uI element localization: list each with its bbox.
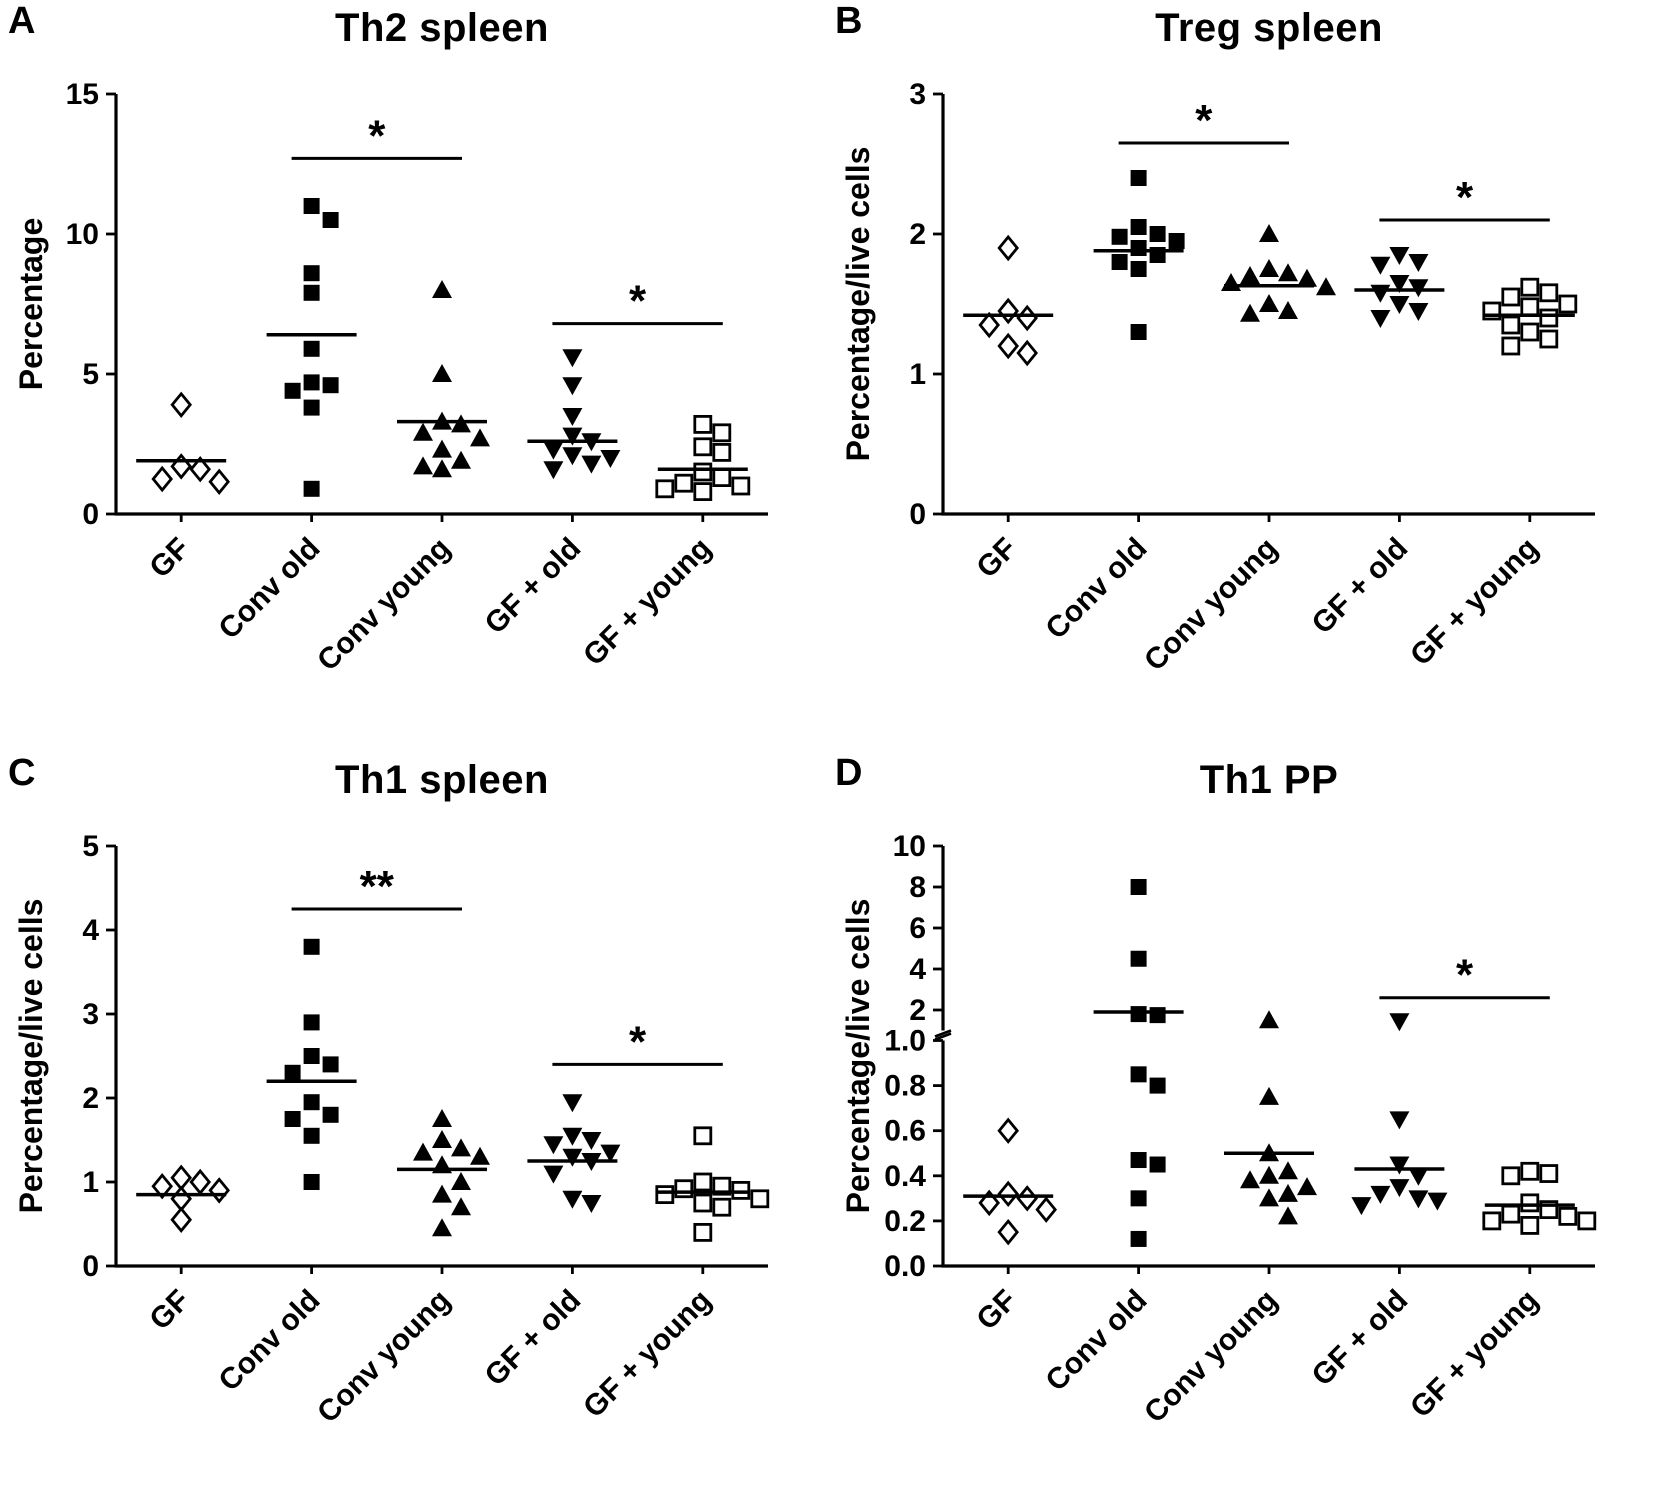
svg-text:*: *: [1195, 96, 1213, 145]
svg-text:**: **: [360, 862, 395, 911]
svg-text:4: 4: [909, 953, 926, 986]
svg-text:Conv young: Conv young: [1138, 532, 1284, 678]
svg-text:Conv young: Conv young: [311, 532, 457, 678]
svg-text:1.0: 1.0: [884, 1025, 926, 1058]
panel-title-d: Th1 PP: [1199, 758, 1339, 802]
svg-text:6: 6: [909, 912, 926, 945]
svg-text:15: 15: [66, 78, 99, 111]
svg-text:5: 5: [82, 830, 99, 863]
svg-text:0.0: 0.0: [884, 1250, 926, 1283]
svg-text:0: 0: [82, 498, 99, 531]
svg-text:10: 10: [893, 830, 926, 863]
svg-text:GF + old: GF + old: [479, 532, 588, 641]
svg-text:*: *: [1456, 173, 1474, 222]
svg-text:2: 2: [909, 994, 926, 1027]
svg-text:8: 8: [909, 871, 926, 904]
svg-text:*: *: [629, 277, 647, 326]
panel-letter-a: A: [8, 0, 36, 42]
panel-d-th1-pp: D Th1 PP 0.0 0.2 0.4 0.6 0.8 1.0 2 4 6 8 10 Percent…: [827, 752, 1654, 1504]
panel-letter-c: C: [8, 752, 36, 794]
svg-text:10: 10: [66, 218, 99, 251]
svg-text:4: 4: [82, 914, 99, 947]
svg-text:Conv old: Conv old: [1039, 1284, 1153, 1398]
svg-text:GF + old: GF + old: [1306, 532, 1415, 641]
svg-text:GF + young: GF + young: [1404, 1284, 1545, 1425]
svg-text:3: 3: [82, 998, 99, 1031]
svg-text:GF: GF: [970, 532, 1023, 585]
svg-text:Percentage/live cells: Percentage/live cells: [840, 899, 876, 1214]
svg-text:0: 0: [909, 498, 926, 531]
svg-text:Conv old: Conv old: [1039, 532, 1153, 646]
svg-text:1: 1: [909, 358, 926, 391]
svg-text:Percentage: Percentage: [13, 218, 49, 391]
svg-text:3: 3: [909, 78, 926, 111]
panel-title-a: Th2 spleen: [335, 6, 549, 50]
svg-text:0.2: 0.2: [884, 1205, 926, 1238]
svg-text:5: 5: [82, 358, 99, 391]
svg-text:GF + young: GF + young: [577, 532, 718, 673]
svg-text:GF: GF: [143, 1284, 196, 1337]
panel-letter-d: D: [835, 752, 863, 794]
svg-text:0.6: 0.6: [884, 1115, 926, 1148]
svg-text:GF + young: GF + young: [577, 1284, 718, 1425]
svg-text:2: 2: [909, 218, 926, 251]
svg-text:0.8: 0.8: [884, 1070, 926, 1103]
svg-text:Percentage/live cells: Percentage/live cells: [13, 899, 49, 1214]
scatter-plot-c: 0 1 2 3 4 5 Percentage/live cells GF Conv oldCon…: [13, 830, 770, 1430]
svg-text:1: 1: [82, 1166, 99, 1199]
svg-text:*: *: [1456, 951, 1474, 1000]
svg-text:*: *: [368, 111, 386, 160]
svg-text:Conv young: Conv young: [311, 1284, 457, 1430]
svg-text:GF + old: GF + old: [479, 1284, 588, 1393]
svg-text:Conv old: Conv old: [212, 532, 326, 646]
panel-b-treg-spleen: B Treg spleen 0 1 2 3 Percentage/live cells G…: [827, 0, 1654, 752]
panel-letter-b: B: [835, 0, 863, 42]
panel-c-th1-spleen: C Th1 spleen 0 1 2 3 4 5 Percentage/live cells…: [0, 752, 827, 1504]
scatter-plot-b: 0 1 2 3 Percentage/live cells GF Conv oldConv …: [840, 78, 1595, 678]
svg-text:0.4: 0.4: [884, 1160, 926, 1193]
panel-title-b: Treg spleen: [1155, 6, 1383, 50]
panel-title-c: Th1 spleen: [335, 758, 549, 802]
svg-text:2: 2: [82, 1082, 99, 1115]
svg-text:0: 0: [82, 1250, 99, 1283]
svg-text:Percentage/live cells: Percentage/live cells: [840, 147, 876, 462]
svg-text:*: *: [629, 1017, 647, 1066]
svg-text:GF + old: GF + old: [1306, 1284, 1415, 1393]
panel-a-th2-spleen: A Th2 spleen 0 5 10 15 Percentage GF Conv old C…: [0, 0, 827, 752]
svg-text:Conv old: Conv old: [212, 1284, 326, 1398]
svg-text:GF + young: GF + young: [1404, 532, 1545, 673]
svg-text:GF: GF: [143, 532, 196, 585]
scatter-plot-d: 0.0 0.2 0.4 0.6 0.8 1.02 4 6 8 10 Percentage/live …: [840, 830, 1597, 1430]
svg-text:Conv young: Conv young: [1138, 1284, 1284, 1430]
svg-text:GF: GF: [970, 1284, 1023, 1337]
